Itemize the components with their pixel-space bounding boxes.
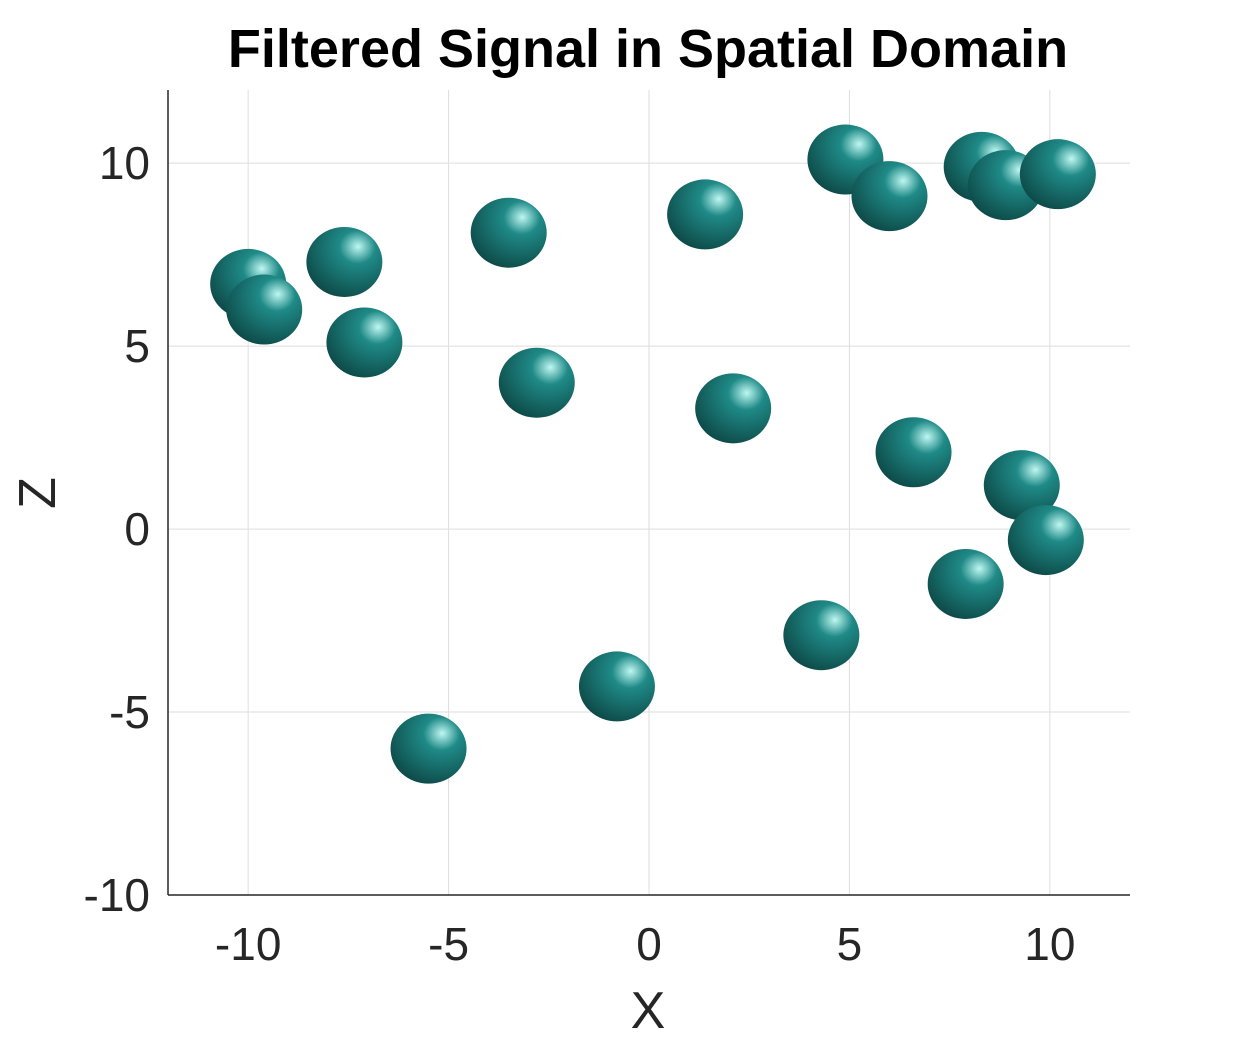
data-point-sphere [927, 548, 1004, 619]
data-point-sphere [326, 307, 403, 378]
y-tick-label: -10 [84, 869, 150, 921]
x-tick-label: -10 [215, 918, 281, 970]
data-point-sphere [470, 197, 547, 268]
data-point-sphere [695, 373, 772, 444]
x-tick-label: 10 [1024, 918, 1075, 970]
y-tick-labels: -10 -5 0 5 10 [84, 137, 150, 921]
x-tick-label: 0 [636, 918, 662, 970]
x-tick-label: 5 [837, 918, 863, 970]
data-point-sphere [498, 347, 575, 418]
data-point-sphere [783, 600, 860, 671]
x-tick-labels: -10 -5 0 5 10 [215, 918, 1075, 970]
x-tick-label: -5 [428, 918, 469, 970]
y-tick-label: 0 [124, 503, 150, 555]
data-point-sphere [306, 226, 383, 297]
x-axis-label: X [631, 982, 666, 1040]
data-point-sphere [851, 161, 928, 232]
y-tick-label: 5 [124, 320, 150, 372]
data-point-sphere [1007, 505, 1084, 576]
data-point-sphere [578, 651, 655, 722]
y-tick-label: -5 [109, 686, 150, 738]
data-point-sphere [983, 450, 1060, 521]
data-point-sphere [667, 179, 744, 250]
data-point-sphere [390, 713, 467, 784]
data-point-sphere [875, 417, 952, 488]
chart-title: Filtered Signal in Spatial Domain [228, 19, 1068, 79]
y-axis-label: Z [9, 477, 67, 509]
data-points [210, 124, 1096, 784]
data-point-sphere [226, 274, 303, 345]
y-tick-label: 10 [99, 137, 150, 189]
data-point-sphere [1019, 139, 1096, 210]
